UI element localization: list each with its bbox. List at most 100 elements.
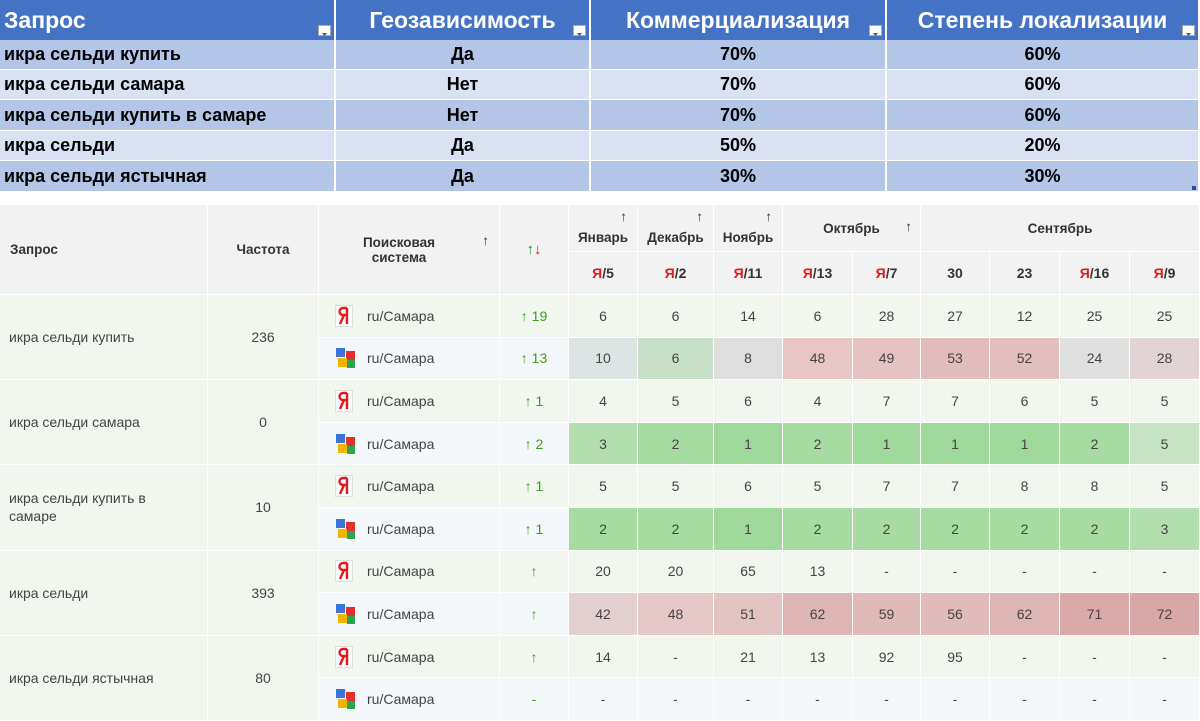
change-cell: ↑ 13 <box>500 337 569 381</box>
frequency-cell: 80 <box>208 635 319 721</box>
position-cell: 8 <box>714 337 783 381</box>
engine-mark: Я <box>1153 265 1164 281</box>
position-cell: 2 <box>783 422 853 466</box>
position-cell: 1 <box>714 508 783 551</box>
table-cell: 60% <box>887 40 1200 70</box>
google-icon <box>336 518 355 539</box>
position-cell: 24 <box>1060 337 1130 381</box>
filter-button[interactable] <box>318 25 331 36</box>
position-cell: 5 <box>1130 465 1200 508</box>
position-cell: 28 <box>853 295 921 338</box>
position-cell: 1 <box>990 422 1060 466</box>
table-cell: Да <box>336 131 591 161</box>
engine-mark: Я <box>802 265 813 281</box>
sort-arrow[interactable]: ↑ <box>905 219 912 234</box>
query-cell: икра сельди <box>0 550 208 636</box>
engine-mark: Я <box>592 265 603 281</box>
filter-button[interactable] <box>869 25 882 36</box>
engine-icon <box>335 560 359 583</box>
region: ru/Самара <box>367 350 435 367</box>
position-cell: 14 <box>714 295 783 338</box>
column-label: /11 <box>743 265 763 281</box>
month-name: Октябрь <box>823 220 880 236</box>
position-cell: 7 <box>853 380 921 423</box>
engine-cell: ru/Самара <box>319 593 500 636</box>
position-cell: - <box>569 678 638 721</box>
column-label: 30 <box>947 265 963 281</box>
position-cell: 20 <box>638 550 714 594</box>
position-cell: 48 <box>638 593 714 636</box>
yandex-icon <box>335 560 353 583</box>
frequency-cell: 236 <box>208 295 319 381</box>
position-cell: 8 <box>990 465 1060 508</box>
engine-icon <box>335 688 359 710</box>
table-cell: Нет <box>336 70 591 100</box>
region: ru/Самара <box>367 435 435 452</box>
table-cell: 50% <box>591 131 887 161</box>
change-cell: ↑ 19 <box>500 295 569 338</box>
engine-icon <box>335 475 359 498</box>
filter-icon <box>577 33 582 36</box>
position-cell: 3 <box>1130 508 1200 551</box>
position-cell: 5 <box>1130 422 1200 466</box>
position-cell: 6 <box>638 337 714 381</box>
column-header: Я/16 <box>1060 252 1130 295</box>
sort-arrow[interactable]: ↑ <box>482 233 489 248</box>
engine-cell: ru/Самара <box>319 465 500 508</box>
resize-handle <box>1192 186 1196 190</box>
table-cell: 70% <box>591 100 887 131</box>
region: ru/Самара <box>367 691 435 708</box>
position-cell: - <box>714 678 783 721</box>
position-cell: 5 <box>638 465 714 508</box>
sort-arrow[interactable]: ↑ <box>620 209 627 224</box>
position-cell: 5 <box>569 465 638 508</box>
table-cell: икра сельди самара <box>0 70 336 100</box>
position-cell: - <box>921 550 990 594</box>
position-cell: - <box>921 678 990 721</box>
position-cell: 51 <box>714 593 783 636</box>
engine-cell: ru/Самара <box>319 678 500 721</box>
position-cell: 13 <box>783 550 853 594</box>
column-label: /9 <box>1163 265 1176 281</box>
table-cell: Да <box>336 161 591 192</box>
position-cell: 20 <box>569 550 638 594</box>
change-cell: ↑ <box>500 593 569 636</box>
filter-button[interactable] <box>573 25 586 36</box>
engine-mark: Я <box>875 265 886 281</box>
position-cell: 2 <box>1060 422 1130 466</box>
sort-arrow[interactable]: ↑ <box>696 209 703 224</box>
position-cell: 2 <box>638 508 714 551</box>
position-cell: - <box>638 678 714 721</box>
month-name: Декабрь <box>647 230 704 245</box>
column-header: Я/9 <box>1130 252 1200 295</box>
google-icon <box>336 603 355 624</box>
region: ru/Самара <box>367 605 435 622</box>
change-cell: ↑ 2 <box>500 422 569 466</box>
engine-icon <box>335 645 359 668</box>
position-cell: 6 <box>638 295 714 338</box>
position-cell: 2 <box>853 508 921 551</box>
filter-button[interactable] <box>1182 25 1195 36</box>
header-cell: ↑ ↓ <box>500 205 569 295</box>
position-cell: 62 <box>990 593 1060 636</box>
google-icon <box>336 433 355 454</box>
region: ru/Самара <box>367 648 435 665</box>
position-cell: 95 <box>921 635 990 679</box>
column-label: /16 <box>1089 265 1110 281</box>
filter-icon <box>873 33 878 36</box>
column-header: Я/11 <box>714 252 783 295</box>
change-cell: ↑ <box>500 550 569 594</box>
position-cell: 5 <box>1130 380 1200 423</box>
month-header: Октябрь ↑ <box>783 205 921 252</box>
change-cell: ↑ 1 <box>500 508 569 551</box>
position-cell: 2 <box>569 508 638 551</box>
query-cell: икра сельди купить <box>0 295 208 381</box>
table-cell: икра сельди <box>0 131 336 161</box>
engine-icon <box>335 433 359 455</box>
region: ru/Самара <box>367 563 435 580</box>
sort-arrow[interactable]: ↑ <box>765 209 772 224</box>
position-cell: 62 <box>783 593 853 636</box>
frequency-cell: 0 <box>208 380 319 466</box>
column-label: 23 <box>1016 265 1033 281</box>
table-cell: 20% <box>887 131 1200 161</box>
